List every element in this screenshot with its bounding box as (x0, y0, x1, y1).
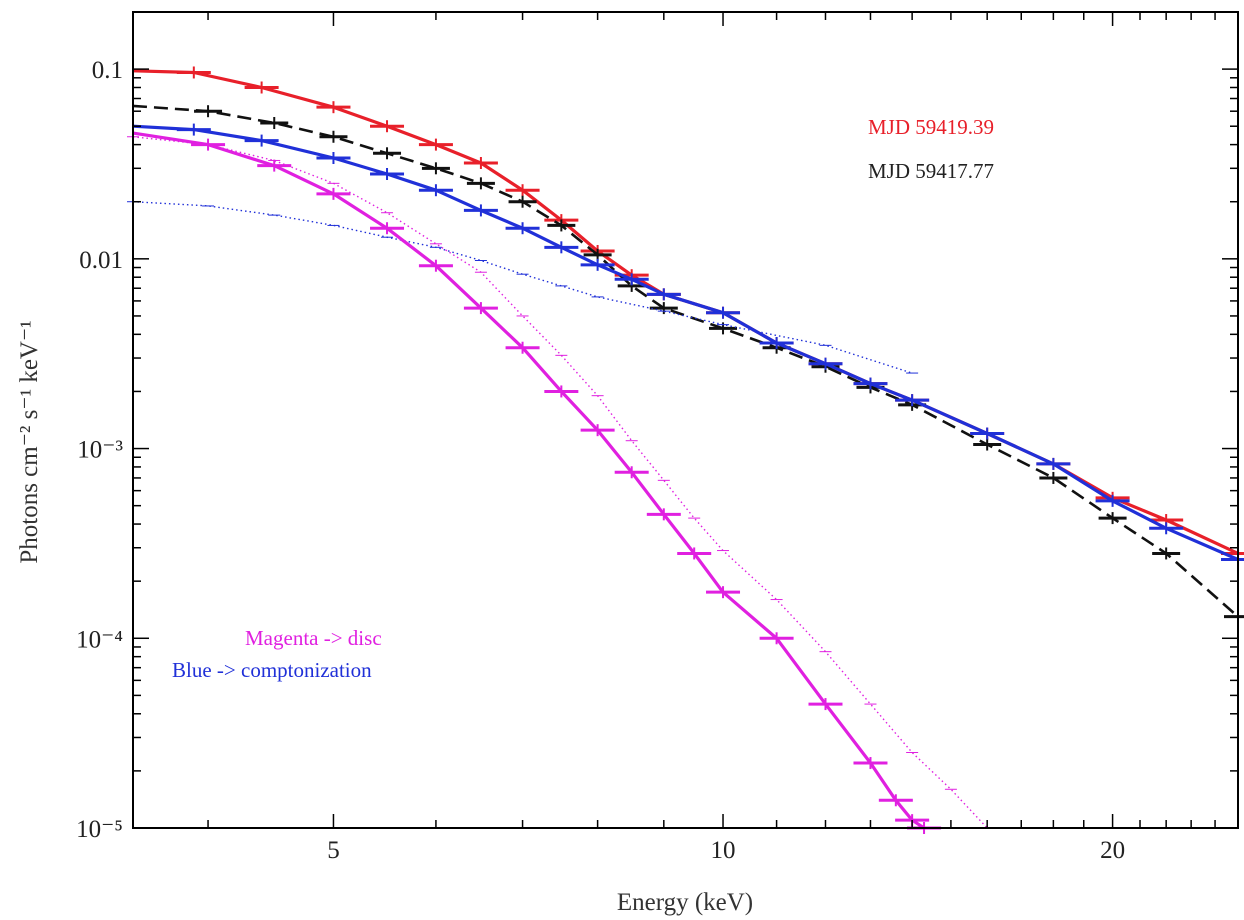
series-line-3 (132, 201, 913, 374)
series-line-2 (132, 124, 1239, 561)
x-tick-label: 5 (327, 837, 340, 864)
x-tick-label: 10 (711, 837, 736, 864)
x-tick-label: 20 (1100, 837, 1125, 864)
axis-layer: 5 10 20 0.1 0.01 10⁻³ 10⁻⁴ 10⁻⁵ (76, 11, 1239, 864)
y-tick-label: 0.1 (92, 57, 123, 84)
x-axis-title: Energy (keV) (617, 889, 753, 916)
y-tick-label: 10⁻³ (77, 437, 123, 464)
series-layer (127, 66, 1244, 834)
series-line-1 (132, 104, 1239, 618)
y-tick-label: 10⁻⁴ (76, 626, 123, 653)
annotation-comptonization: Blue -> comptonization (172, 658, 372, 682)
legend-label-mjd-59417: MJD 59417.77 (868, 159, 994, 183)
series-line-5 (132, 136, 988, 829)
plot-frame (132, 11, 1239, 829)
y-axis-title: Photons cm⁻² s⁻¹ keV⁻¹ (16, 320, 43, 563)
series-line-0 (132, 69, 1239, 555)
series-line-4 (132, 131, 925, 830)
annotation-disc: Magenta -> disc (245, 626, 382, 650)
y-tick-label: 10⁻⁵ (76, 816, 123, 843)
legend-label-mjd-59419: MJD 59419.39 (868, 115, 994, 139)
y-tick-label: 0.01 (79, 247, 123, 274)
